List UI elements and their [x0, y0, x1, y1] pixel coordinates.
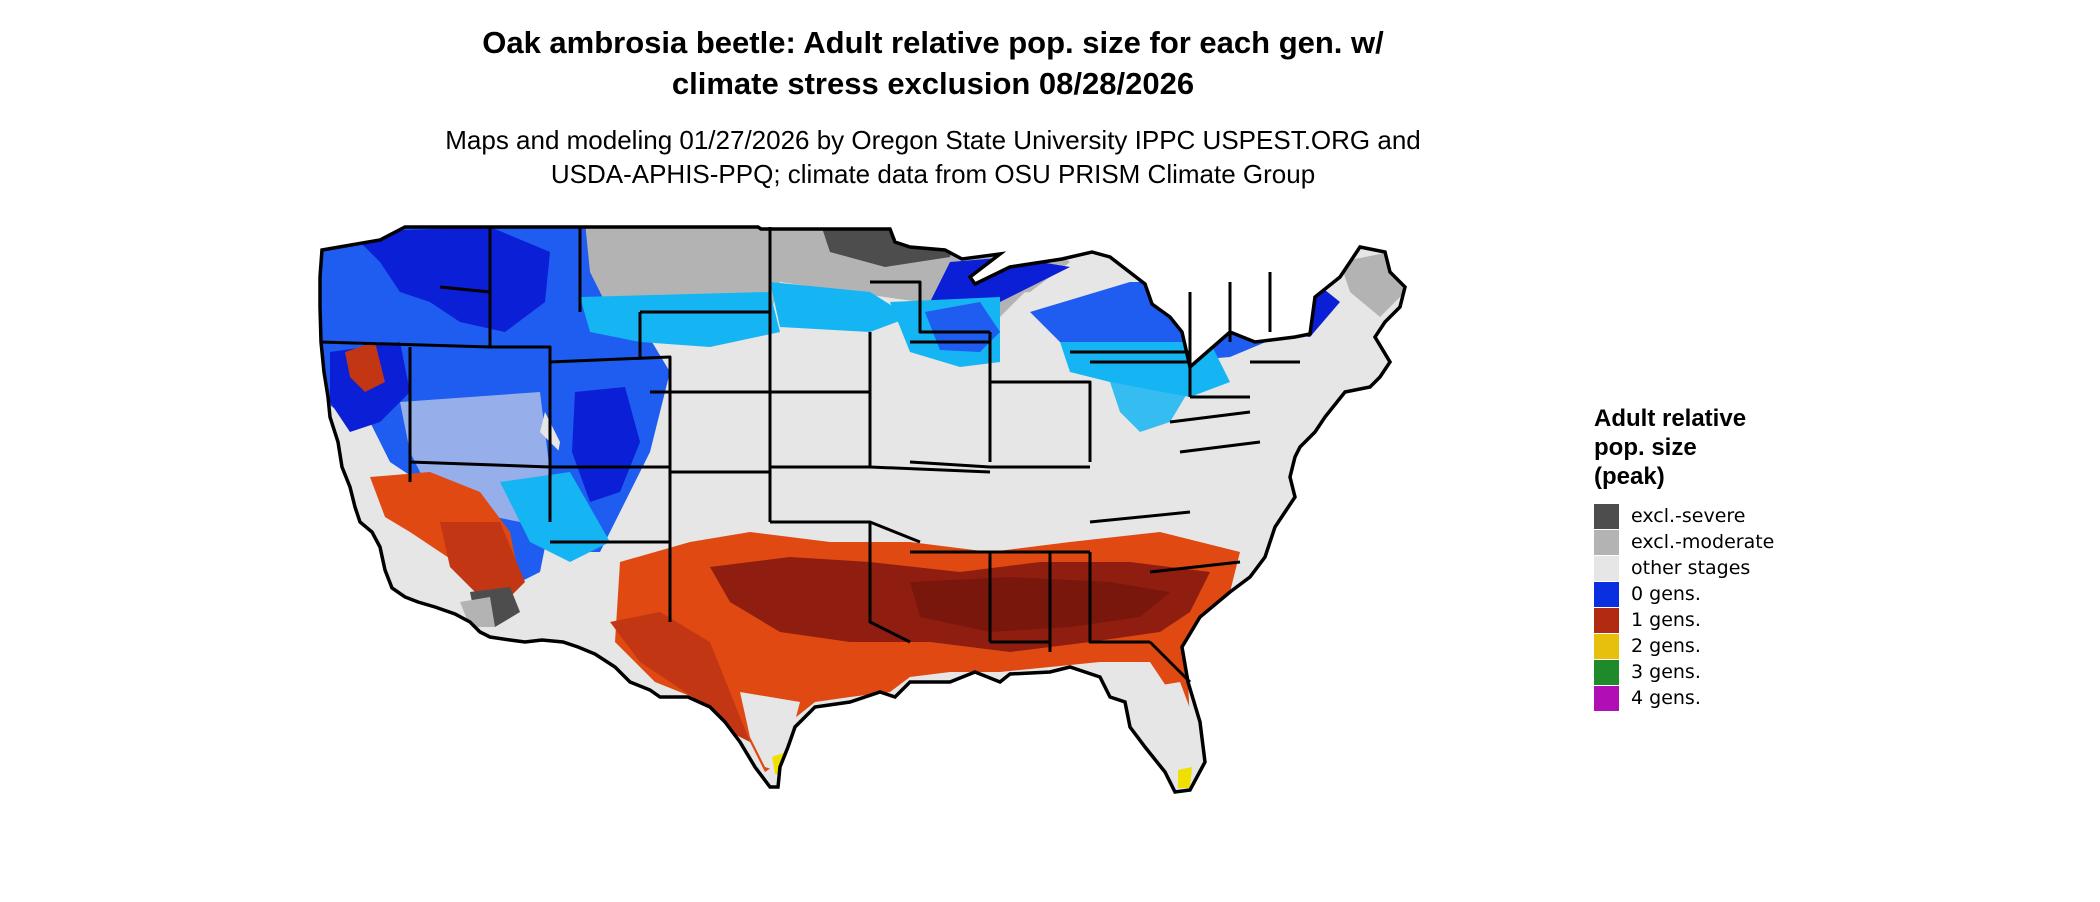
state-borders [319, 227, 1300, 684]
legend-label: 1 gens. [1631, 609, 1701, 631]
legend-item: 0 gens. [1594, 581, 1894, 607]
legend-item: excl.-moderate [1594, 529, 1894, 555]
legend-label: 4 gens. [1631, 687, 1701, 709]
region-zero-gens-new-england [1190, 262, 1340, 337]
legend-item: 2 gens. [1594, 633, 1894, 659]
map-title-line2: climate stress exclusion 08/28/2026 [671, 66, 1195, 101]
legend-label: 2 gens. [1631, 635, 1701, 657]
region-two-gens-florida [1178, 767, 1192, 788]
map-title: Oak ambrosia beetle: Adult relative pop.… [0, 22, 1866, 104]
region-zero-gens-colorado [572, 387, 640, 502]
legend-label: excl.-moderate [1631, 531, 1775, 553]
region-light-blue-appalachia [1110, 372, 1200, 432]
map-fill [320, 227, 1405, 792]
legend-title: Adult relative pop. size (peak) [1594, 404, 1894, 491]
state-border-northeast [1070, 272, 1300, 454]
legend-swatch [1594, 685, 1619, 711]
legend-item: excl.-severe [1594, 503, 1894, 529]
region-one-gen-california [345, 342, 385, 392]
legend-label: 0 gens. [1631, 583, 1701, 605]
map-subtitle-line1: Maps and modeling 01/27/2026 by Oregon S… [445, 125, 1421, 155]
legend-items: excl.-severe excl.-moderate other stages 0 … [1594, 503, 1894, 711]
region-other-florida [1120, 682, 1200, 787]
region-excl-moderate-arizona [460, 597, 495, 627]
region-one-gen-texas-west [610, 612, 750, 742]
legend-item: other stages [1594, 555, 1894, 581]
region-light-blue-midwest [770, 282, 910, 332]
legend-label: excl.-severe [1631, 505, 1746, 527]
legend-label: 3 gens. [1631, 661, 1701, 683]
legend-swatch [1594, 529, 1619, 555]
map-subtitle-line2: USDA-APHIS-PPQ; climate data from OSU PR… [550, 159, 1316, 189]
region-one-gen-arizona [440, 522, 525, 602]
legend-swatch [1594, 555, 1619, 581]
state-border-west-coast [319, 227, 772, 622]
legend-swatch [1594, 503, 1619, 529]
legend-title-line2: pop. size [1594, 434, 1697, 461]
legend: Adult relative pop. size (peak) excl.-se… [1594, 404, 1894, 711]
us-map [318, 225, 1407, 794]
legend-item: 1 gens. [1594, 607, 1894, 633]
legend-item: 3 gens. [1594, 659, 1894, 685]
legend-label: other stages [1631, 557, 1751, 579]
map-subtitle: Maps and modeling 01/27/2026 by Oregon S… [0, 123, 1866, 191]
map-title-line1: Oak ambrosia beetle: Adult relative pop.… [482, 25, 1384, 60]
legend-swatch [1594, 607, 1619, 633]
legend-swatch [1594, 633, 1619, 659]
legend-swatch [1594, 659, 1619, 685]
region-zero-gens-lower-michigan [925, 302, 1000, 352]
legend-title-line1: Adult relative [1594, 405, 1747, 432]
region-light-blue-southwest [500, 472, 610, 562]
legend-title-line3: (peak) [1594, 463, 1665, 490]
region-one-gen-deep-south [910, 577, 1170, 632]
region-light-blue-plains [580, 292, 780, 347]
legend-item: 4 gens. [1594, 685, 1894, 711]
state-border-south [868, 510, 1241, 684]
legend-swatch [1594, 581, 1619, 607]
state-border-midwest [870, 280, 1190, 469]
region-zero-gens-dark-north [350, 227, 550, 332]
